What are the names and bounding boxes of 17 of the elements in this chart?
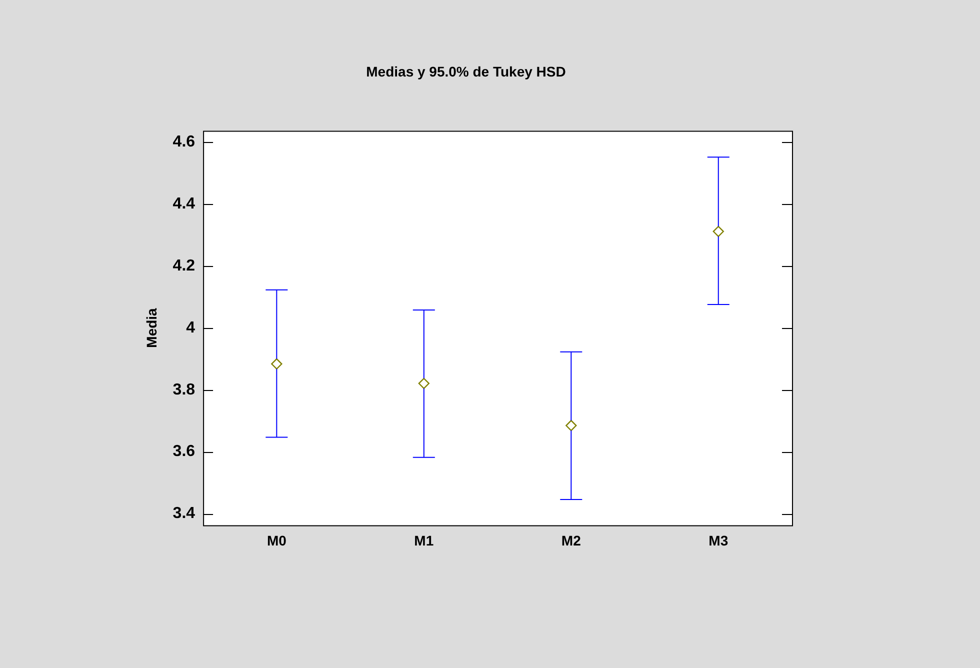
y-tick-label: 4.2 [172, 257, 196, 274]
y-axis-title: Media [143, 308, 160, 348]
y-tick-label: 3.8 [172, 381, 196, 398]
point [418, 378, 430, 390]
chart-title: Medias y 95.0% de Tukey HSD [366, 63, 566, 80]
y-tick-label: 4.4 [172, 196, 196, 213]
point [712, 226, 724, 238]
x-tick-label: M1 [414, 532, 434, 548]
y-tick-label: 3.6 [172, 443, 196, 460]
x-tick-label: M0 [266, 532, 287, 548]
y-tick-label: 4.6 [172, 134, 196, 151]
x-tick-label: M3 [708, 532, 728, 548]
point [271, 358, 282, 370]
y-tick-label: 4 [186, 319, 196, 336]
y-tick-label: 3.4 [172, 505, 196, 522]
x-tick-label: M2 [561, 532, 582, 548]
point [566, 420, 577, 432]
